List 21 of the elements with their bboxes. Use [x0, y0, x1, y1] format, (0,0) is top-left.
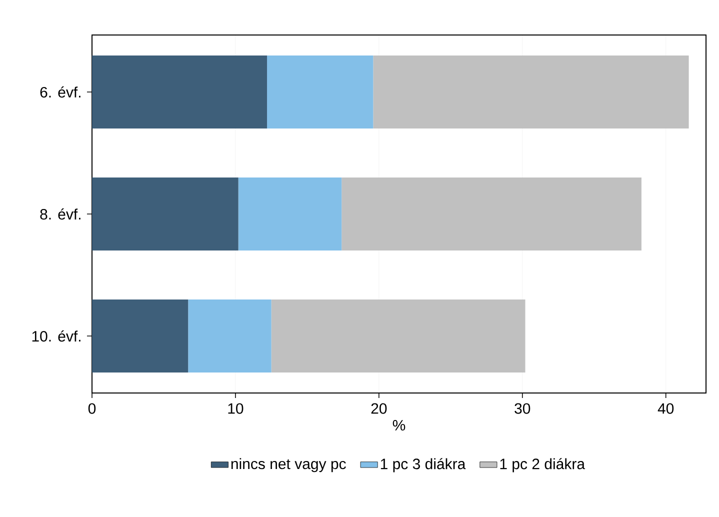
- legend-label: nincs net vagy pc: [231, 458, 346, 472]
- bar: [92, 55, 268, 128]
- bar: [271, 300, 526, 373]
- y-tick-label: 10. évf.: [32, 330, 80, 342]
- bar: [373, 55, 689, 128]
- bar: [238, 178, 342, 250]
- legend-label: 1 pc 3 diákra: [380, 458, 466, 472]
- y-tick-label: 8. évf.: [40, 208, 80, 220]
- bar: [92, 178, 238, 250]
- x-tick-label: 10: [228, 403, 244, 414]
- x-tick-label: 0: [88, 403, 96, 414]
- legend-label: 1 pc 2 diákra: [500, 458, 586, 472]
- bar: [267, 55, 374, 128]
- y-tick-label: 6. évf.: [40, 86, 80, 98]
- bar: [342, 178, 642, 250]
- bar: [188, 300, 272, 373]
- x-tick-label: 20: [371, 403, 387, 414]
- x-axis-title: %: [392, 420, 406, 431]
- x-tick-label: 40: [658, 403, 674, 414]
- x-tick-label: 30: [514, 403, 530, 414]
- bar: [92, 300, 188, 373]
